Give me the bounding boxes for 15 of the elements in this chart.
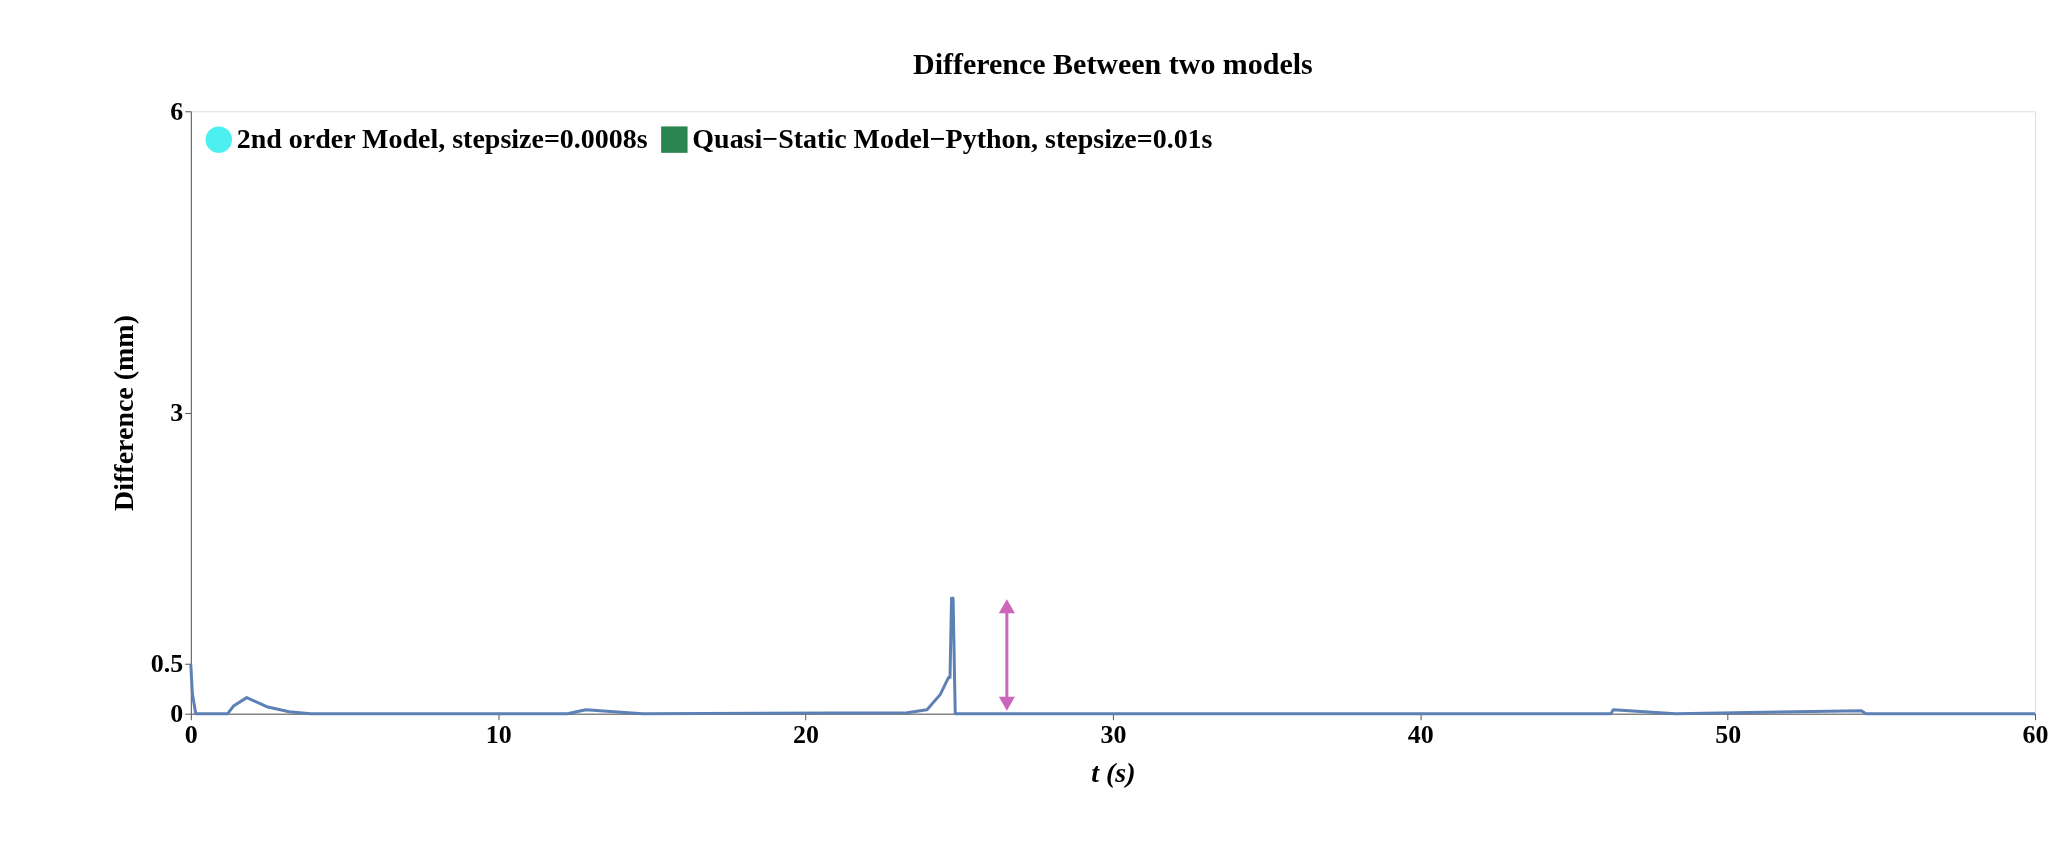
x-tick-label: 40 [1407, 720, 1434, 750]
legend-label: 2nd order Model, stepsize=0.0008s [236, 122, 648, 154]
x-tick-label: 50 [1715, 720, 1742, 750]
x-tick-label: 10 [485, 720, 512, 750]
y-tick-label: 3 [170, 397, 184, 427]
y-axis-title: Difference (mm) [107, 315, 139, 511]
x-tick-label: 60 [2022, 720, 2049, 750]
y-tick-label: 0 [170, 699, 184, 729]
chart-title: Difference Between two models [913, 47, 1313, 81]
x-axis-title: t (s) [1091, 757, 1136, 789]
x-tick-label: 30 [1100, 720, 1127, 750]
legend-label: Quasi−Static Model−Python, stepsize=0.01s [692, 122, 1213, 154]
x-tick-label: 20 [793, 720, 820, 750]
y-tick-label: 6 [170, 96, 184, 126]
y-tick-label: 0.5 [150, 648, 184, 678]
